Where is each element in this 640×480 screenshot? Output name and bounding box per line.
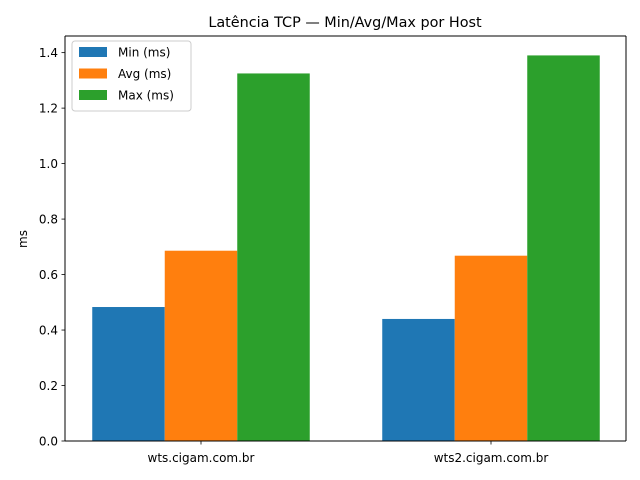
bar-series-1-category-0: [164, 250, 238, 441]
legend-swatch-0: [79, 47, 107, 57]
y-tick-label: 0.0: [39, 434, 58, 448]
y-axis-label: ms: [16, 230, 30, 248]
plot-frame: [64, 35, 627, 442]
y-tick-label: 0.4: [39, 323, 58, 337]
y-tick-label: 0.8: [39, 212, 58, 226]
x-tick-label: wts.cigam.com.br: [148, 451, 255, 465]
y-tick-label: 0.6: [39, 268, 58, 282]
y-axis-ticks: 0.0 0.2 0.4 0.6 0.8 1.0 1.2 1.4: [39, 46, 65, 448]
bar-series-0-category-1: [382, 318, 455, 441]
x-tick-label: wts2.cigam.com.br: [434, 451, 549, 465]
legend-label-2: Max (ms): [118, 89, 174, 103]
y-tick-label: 0.2: [39, 379, 58, 393]
legend-swatch-2: [79, 90, 107, 100]
y-tick-label: 1.0: [39, 157, 58, 171]
y-tick-label: 1.2: [39, 101, 58, 115]
bar-series-2-category-1: [527, 55, 600, 442]
y-tick-label: 1.4: [39, 46, 58, 60]
legend-label-1: Avg (ms): [118, 67, 171, 81]
legend: Min (ms) Avg (ms) Max (ms): [71, 40, 192, 112]
bars-group: [92, 55, 600, 442]
x-axis-ticks: wts.cigam.com.br wts2.cigam.com.br: [148, 441, 549, 465]
bar-series-1-category-1: [454, 255, 528, 441]
legend-swatch-1: [79, 68, 107, 79]
chart-title: Latência TCP — Min/Avg/Max por Host: [208, 15, 482, 31]
bar-series-0-category-0: [92, 307, 165, 441]
bar-series-2-category-0: [237, 73, 310, 441]
legend-label-0: Min (ms): [118, 46, 170, 60]
